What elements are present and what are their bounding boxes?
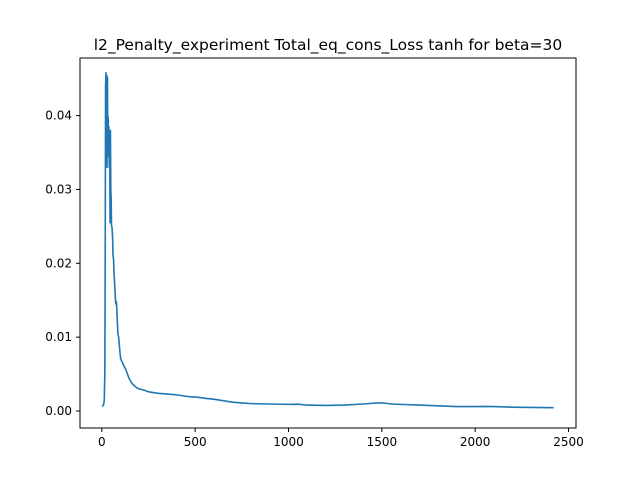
x-tick-label: 500 xyxy=(184,435,207,449)
y-tick-label: 0.01 xyxy=(45,330,72,344)
chart-title: l2_Penalty_experiment Total_eq_cons_Loss… xyxy=(94,36,563,55)
y-tick-label: 0.04 xyxy=(45,109,72,123)
x-tick-label: 2500 xyxy=(553,435,584,449)
x-tick-label: 1000 xyxy=(273,435,304,449)
y-tick-label: 0.00 xyxy=(45,404,72,418)
x-axis: 0 500 1000 1500 2000 2500 xyxy=(98,428,584,449)
series-line-0 xyxy=(101,71,554,409)
y-axis: 0.00 0.01 0.02 0.03 0.04 xyxy=(45,109,80,418)
plot-marks xyxy=(101,71,554,409)
x-tick-label: 0 xyxy=(98,435,106,449)
x-tick-label: 1500 xyxy=(367,435,398,449)
plot-frame xyxy=(79,57,577,429)
y-tick-label: 0.03 xyxy=(45,182,72,196)
y-tick-label: 0.02 xyxy=(45,256,72,270)
x-tick-label: 2000 xyxy=(460,435,491,449)
